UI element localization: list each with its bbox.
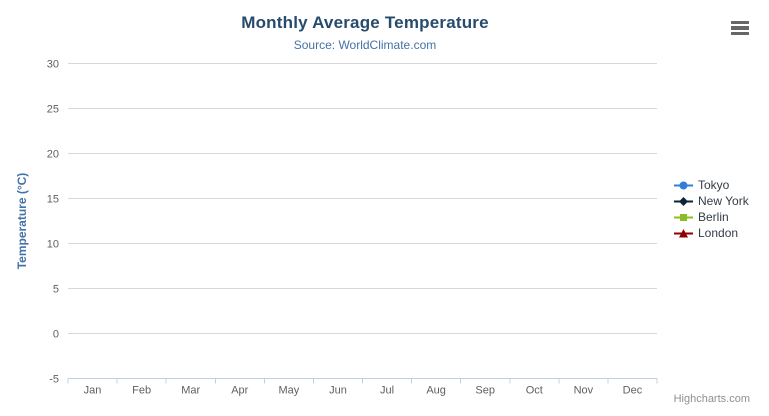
x-axis-label: Jan [84, 385, 102, 397]
y-axis-labels: 30 25 20 15 10 5 0 -5 [47, 59, 59, 386]
x-axis-label: Dec [623, 385, 643, 397]
legend-item-tokyo[interactable]: Tokyo [674, 177, 749, 193]
x-axis-label: Mar [181, 385, 200, 397]
hamburger-icon [731, 21, 749, 25]
x-axis-label: Oct [526, 385, 543, 397]
y-axis-label: 15 [47, 194, 59, 206]
credits-link[interactable]: Highcharts.com [673, 393, 750, 405]
x-axis-label: Sep [475, 385, 495, 397]
x-axis-label: Aug [426, 385, 446, 397]
x-axis-label: Feb [132, 385, 151, 397]
hamburger-icon [731, 31, 749, 35]
legend-item-berlin[interactable]: Berlin [674, 209, 749, 225]
data-point[interactable] [679, 181, 688, 189]
y-axis-label: 30 [47, 59, 59, 71]
x-axis [67, 378, 658, 384]
y-axis-label: 5 [53, 284, 59, 296]
x-axis-label: Jun [329, 385, 347, 397]
legend-marker-triangle-icon [674, 228, 693, 238]
data-point[interactable] [679, 228, 688, 238]
y-axis-label: 0 [53, 329, 59, 341]
legend-item-new-york[interactable]: New York [674, 193, 749, 209]
grid-lines [68, 63, 657, 334]
legend-item-label: New York [698, 194, 749, 208]
legend-marker-diamond-icon [674, 196, 693, 206]
legend-item-label: London [698, 226, 739, 240]
legend-marker-circle-icon [674, 181, 693, 189]
y-axis-label: 10 [47, 239, 59, 251]
data-point[interactable] [680, 213, 687, 221]
legend-item-label: Berlin [698, 210, 729, 224]
export-menu-button[interactable] [731, 21, 751, 35]
y-axis-title: Temperature (°C) [15, 173, 29, 270]
hamburger-icon [731, 26, 749, 30]
x-axis-labels: Jan Feb Mar Apr May Jun Jul Aug Sep Oct Nov Dec [84, 385, 643, 397]
legend-item-london[interactable]: London [674, 225, 749, 241]
legend-item-label: Tokyo [698, 178, 730, 192]
y-axis-label: 20 [47, 149, 59, 161]
y-axis-label: 25 [47, 104, 59, 116]
x-axis-label: Nov [574, 385, 594, 397]
x-axis-label: May [278, 385, 299, 397]
x-axis-label: Jul [380, 385, 394, 397]
legend-marker-square-icon [674, 213, 693, 221]
y-axis-label: -5 [49, 374, 59, 386]
legend: Tokyo New York Berlin London [674, 177, 749, 241]
data-point[interactable] [679, 196, 688, 206]
x-axis-label: Apr [231, 385, 248, 397]
